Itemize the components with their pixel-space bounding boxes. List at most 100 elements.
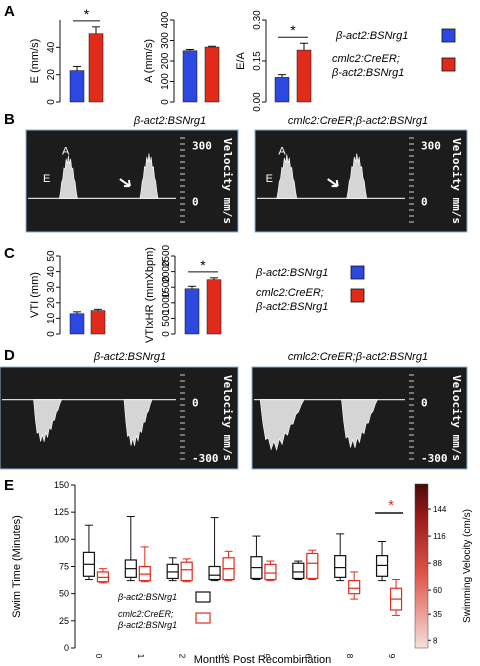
y-tick-label: 0.15 [252, 51, 263, 71]
scale-label: -300 [421, 452, 448, 465]
chart-a-a: 0 100 200 300 400 A (mm/s) [143, 11, 220, 105]
y-tick-label: 50 [46, 250, 57, 262]
y-axis-label: A (mm/s) [143, 39, 155, 83]
box [348, 580, 361, 595]
chart-c-vti: 0 10 20 30 40 50 VTI (mm) [29, 250, 106, 337]
panel-d-title-left: β-act2:BSNrg1 [93, 351, 166, 363]
y-tick-label: 500 [161, 310, 172, 327]
bar [88, 33, 104, 103]
legend-c-swatch-red [350, 288, 365, 303]
colorbar: 8 35 60 88 116 144 Swimming Velocity (cm/s) [414, 483, 473, 649]
bar [296, 49, 312, 103]
doppler-wave [33, 399, 63, 442]
doppler-wave [276, 154, 298, 199]
y-tick-label: 30 [46, 281, 57, 293]
panel-a-label: A [4, 3, 15, 20]
significance-star: * [388, 497, 394, 514]
panel-b-title-right: cmlc2:CreER;β-act2:BSNrg1 [288, 115, 428, 127]
colorbar-tick-label: 144 [433, 505, 447, 514]
wave-label: A [62, 145, 70, 157]
y-tick-label: 1500 [161, 276, 172, 299]
colorbar-tick-label: 88 [433, 559, 442, 568]
chart-e-swim: 0 25 50 75 100 125 150 Swim Time (Minutes) 0 1 2 3 5… [11, 480, 404, 666]
echo-d-right: Velocity mm/s 0 -300 [251, 366, 468, 470]
x-tick-label: 6 [303, 654, 312, 659]
y-tick-label: 10 [46, 312, 57, 324]
scale-label: 0 [421, 397, 428, 410]
x-tick-label: 1 [136, 654, 145, 659]
doppler-wave [341, 399, 378, 448]
y-tick-label: 200 [160, 52, 171, 69]
y-tick-label: 2500 [161, 244, 172, 267]
legend-e-line1: β-act2:BSNrg1 [117, 592, 177, 602]
y-axis-label: VTIxHR (mmXbpm) [144, 247, 156, 343]
y-tick-label: 40 [46, 266, 57, 278]
echo-frame [25, 129, 239, 233]
box [292, 562, 305, 580]
y-tick-label: 0 [64, 643, 69, 653]
y-tick-label: 0.30 [252, 10, 263, 30]
chart-a-ea: 0.00 0.15 0.30 E/A * [235, 10, 312, 112]
x-axis-label: Months Post Recombination [194, 654, 332, 666]
bar [274, 77, 290, 103]
box [264, 563, 277, 581]
bar [204, 46, 220, 103]
panel-d-title-right: cmlc2:CreER;β-act2:BSNrg1 [288, 351, 428, 363]
panel-e-label: E [4, 477, 14, 494]
scale-label: -300 [192, 452, 219, 465]
doppler-wave [259, 399, 305, 451]
echo-d-left: Velocity mm/s 0 -300 [0, 366, 239, 470]
velocity-label: Velocity mm/s [221, 375, 234, 461]
echo-b-left: Velocity mm/s 300 0 A E [25, 129, 239, 233]
box [180, 561, 193, 582]
significance-star: * [200, 257, 206, 273]
y-tick-label: 0 [46, 99, 57, 105]
wave-label: E [266, 173, 273, 185]
bar [90, 310, 106, 335]
legend-a-line1: β-act2:BSNrg1 [335, 30, 408, 42]
y-axis-label: Swim Time (Minutes) [11, 515, 23, 618]
colorbar-tick-label: 116 [433, 532, 446, 541]
box [306, 552, 319, 580]
panel-b-label: B [4, 111, 15, 128]
legend-c: β-act2:BSNrg1 cmlc2:CreER; β-act2:BSNrg1 [255, 265, 365, 313]
y-tick-label: 0 [161, 331, 172, 337]
legend-c-line2b: β-act2:BSNrg1 [255, 301, 328, 313]
legend-c-line1: β-act2:BSNrg1 [255, 267, 328, 279]
y-tick-label: 0.00 [252, 92, 263, 112]
bar [69, 313, 85, 335]
y-tick-label: 0 [46, 331, 57, 337]
legend-e-line2a: cmlc2:CreER; [118, 609, 174, 619]
colorbar-label: Swimming Velocity (cm/s) [462, 509, 473, 623]
colorbar-gradient [414, 483, 429, 649]
scale-label: 0 [192, 397, 199, 410]
significance-star: * [290, 22, 296, 38]
wave-label: E [43, 173, 50, 185]
chart-a-e: 0 20 40 E (mm/s) * [29, 6, 104, 105]
x-tick-label: 0 [94, 654, 103, 659]
legend-c-swatch-blue [350, 265, 365, 280]
doppler-wave [123, 399, 153, 446]
wave-label: A [278, 145, 286, 157]
bar [182, 50, 198, 103]
doppler-wave [346, 153, 368, 199]
colorbar-tick-label: 8 [433, 636, 438, 645]
y-tick-label: 1000 [161, 291, 172, 314]
box [334, 555, 347, 578]
legend-a-line2b: β-act2:BSNrg1 [331, 67, 404, 79]
bar [69, 70, 85, 103]
bar [184, 288, 200, 335]
scale-label: 300 [421, 139, 441, 152]
velocity-label: Velocity mm/s [221, 138, 234, 224]
legend-e-swatch-red [195, 612, 211, 624]
legend-e-line2b: β-act2:BSNrg1 [117, 620, 177, 630]
y-tick-label: 150 [54, 480, 69, 490]
y-axis-label: VTI (mm) [29, 272, 41, 318]
x-tick-label: 2 [178, 654, 187, 659]
x-tick-label: 8 [345, 654, 354, 659]
x-tick-label: 9 [387, 654, 396, 659]
velocity-label: Velocity mm/s [450, 375, 463, 461]
legend-a-line2a: cmlc2:CreER; [332, 53, 400, 65]
